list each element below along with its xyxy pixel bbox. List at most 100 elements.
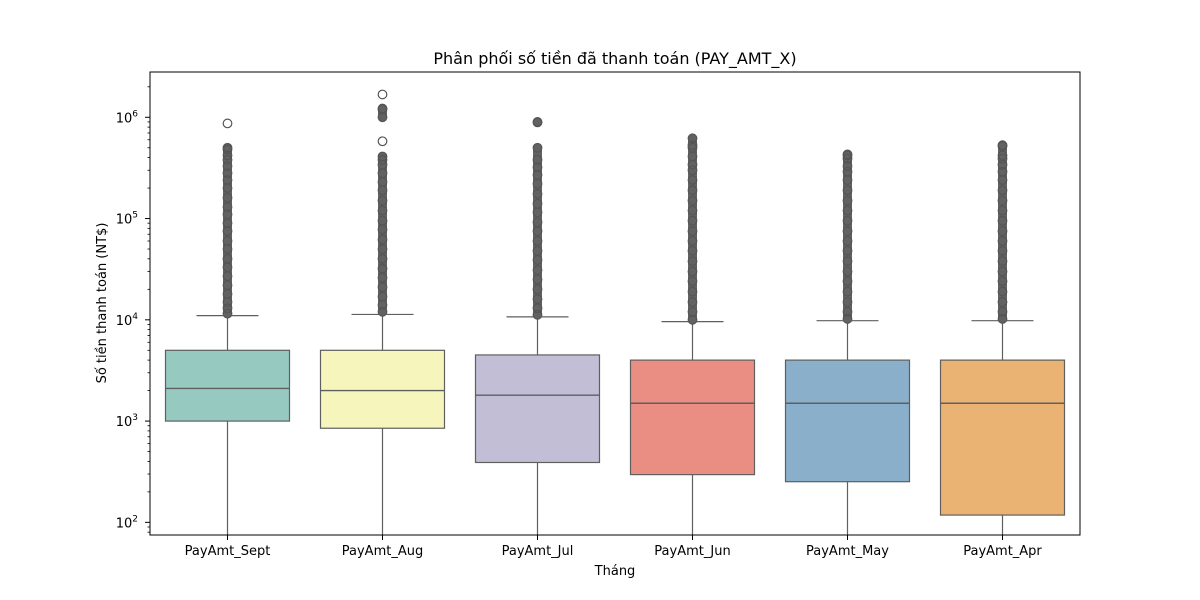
outlier-point [687,286,698,297]
outlier-point [842,215,853,226]
outlier-point [997,140,1008,151]
outlier-point [222,150,233,161]
outlier-point [687,266,698,277]
box-PayAmt_Jul [474,354,601,464]
outlier-point [997,159,1008,170]
outlier-point [842,236,853,246]
outlier-point [532,169,543,180]
outlier-point [687,245,698,256]
y-tick-label: 104 [116,312,139,329]
outlier-point [377,306,388,317]
outlier-point [222,303,233,314]
x-tick-label: PayAmt_May [806,544,889,559]
outlier-point [377,154,388,165]
outlier-point [687,205,698,216]
outlier-point [842,185,853,196]
outlier-point [997,195,1008,206]
x-tick-label: PayAmt_Jun [654,544,730,559]
box-PayAmt_Jun [629,359,756,476]
outlier-point [997,266,1008,277]
outlier-point [997,185,1008,196]
outlier-point [222,175,233,185]
y-tick-label: 103 [116,413,138,430]
outlier-point [687,175,698,185]
outlier-point [687,165,698,176]
outlier-point [222,192,233,203]
outlier-point [222,142,233,153]
outlier-point [222,236,233,246]
outlier-point [532,154,543,165]
outlier-point [222,154,233,165]
box-PayAmt_Aug [319,349,446,429]
outlier-point [997,276,1008,287]
outlier-point [377,151,388,162]
outlier-point [997,256,1008,267]
y-tick-label: 106 [116,109,139,126]
y-tick-label: 105 [116,211,138,228]
outlier-point [842,266,853,277]
outlier-point [842,166,853,177]
outlier-point [687,133,698,144]
outlier-point [377,89,388,100]
outlier-point [687,297,698,307]
outlier-point [377,234,388,245]
outlier-point [842,276,853,287]
chart-title: Phân phối số tiền đã thanh toán (PAY_AMT… [433,49,796,69]
x-axis-label: Tháng [594,564,636,579]
outlier-point [532,198,543,209]
outlier-point [842,149,853,160]
outlier-point [997,226,1008,237]
outlier-point [377,282,388,293]
outlier-point [842,161,853,171]
outlier-point [222,308,233,319]
outlier-point [842,314,853,324]
outlier-point [532,309,543,320]
outlier-point [532,236,543,246]
outlier-point [842,297,853,307]
x-tick-label: PayAmt_Jul [502,544,574,559]
outlier-point [532,284,543,295]
outlier-point [377,253,388,264]
outlier-point [222,253,233,264]
outlier-point [687,195,698,206]
outlier-point [222,161,233,171]
outlier-point [842,306,853,317]
outlier-point [997,215,1008,226]
outlier-point [997,306,1008,317]
y-tick-label: 102 [116,514,138,531]
outlier-point [532,265,543,275]
outlier-point [842,195,853,206]
outlier-point [997,314,1008,324]
outlier-point [377,291,388,302]
outlier-point [532,162,543,173]
outlier-point [687,226,698,237]
outlier-point [377,205,388,216]
y-axis-label: Số tiền thanh toán (NT$) [95,223,110,384]
box-PayAmt_May [784,359,911,483]
x-tick-label: PayAmt_Sept [185,544,271,559]
x-tick-label: PayAmt_Aug [342,544,423,559]
outlier-point [532,274,543,285]
outlier-point [842,153,853,164]
outlier-point [687,215,698,226]
outlier-point [997,150,1008,161]
outlier-point [997,245,1008,256]
outlier-point [997,236,1008,246]
outlier-point [377,195,388,206]
outlier-point [377,103,388,114]
outlier-point [997,286,1008,297]
outlier-point [532,142,543,153]
outlier-point [532,217,543,228]
outlier-point [532,117,543,127]
outlier-point [842,256,853,267]
outlier-point [997,205,1008,216]
outlier-point [997,166,1008,177]
box-PayAmt_Sept [164,349,291,422]
outlier-point [532,294,543,305]
plot-frame [149,71,1081,536]
outlier-point [687,140,698,151]
outlier-point [842,245,853,256]
plot-area: 102 103 104 105 106 PayAmt_Sept PayAmt_Aug PayA… [116,86,1066,559]
outlier-point [377,136,388,147]
